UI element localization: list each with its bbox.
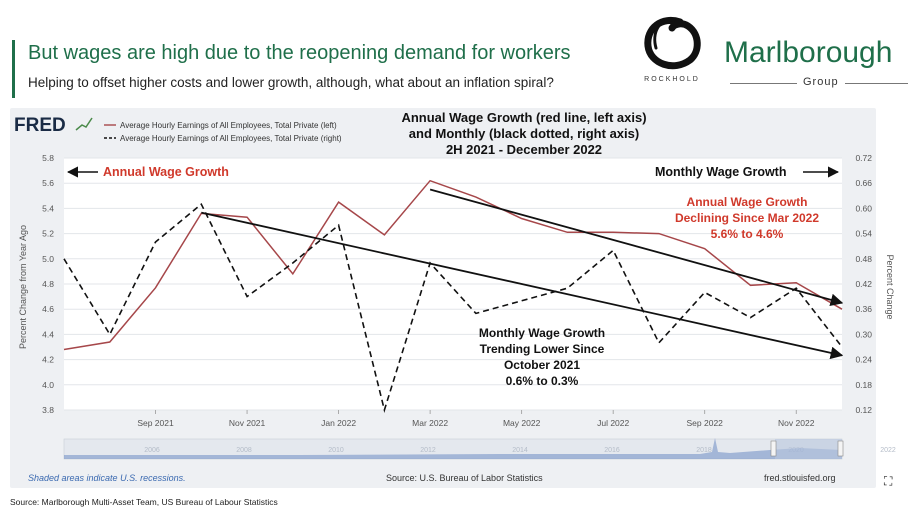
y-tick-right: 0.24 [855, 355, 872, 365]
x-tick-label: Mar 2022 [412, 418, 448, 428]
monthly-trend-line4: 0.6% to 0.3% [506, 374, 579, 388]
y-tick-right: 0.18 [855, 380, 872, 390]
y-axis-left-label: Percent Change from Year Ago [18, 225, 28, 349]
navigator-year: 2010 [328, 447, 344, 454]
recession-note: Shaded areas indicate U.S. recessions. [28, 473, 186, 483]
y-tick-right: 0.60 [855, 203, 872, 213]
y-tick-right: 0.48 [855, 254, 872, 264]
navigator-year: 2012 [420, 447, 436, 454]
x-tick-label: Jul 2022 [597, 418, 629, 428]
trend-lines [201, 188, 844, 360]
y-tick-right: 0.72 [855, 153, 872, 163]
marlborough-wordmark: Marlborough [724, 36, 893, 69]
y-tick-left: 5.6 [42, 178, 54, 188]
monthly-label: Monthly Wage Growth [655, 165, 786, 179]
navigator-year: 2008 [236, 447, 252, 454]
y-tick-left: 4.2 [42, 355, 54, 365]
y-tick-left: 4.0 [42, 380, 54, 390]
y-tick-right: 0.36 [855, 304, 872, 314]
legend-annual: Average Hourly Earnings of All Employees… [120, 121, 337, 130]
x-tick-label: Jan 2022 [321, 418, 356, 428]
series [63, 179, 843, 413]
annual-trend-arrow [429, 188, 844, 306]
annual-trend-line2: Declining Since Mar 2022 [675, 211, 819, 225]
navigator-handle-left[interactable] [770, 440, 777, 457]
page-title: But wages are high due to the reopening … [28, 42, 571, 64]
y-tick-left: 5.8 [42, 153, 54, 163]
navigator-year: 2018 [696, 447, 712, 454]
monthly-trend-line1: Monthly Wage Growth [479, 326, 605, 340]
group-wordmark: Group [797, 76, 845, 88]
fullscreen-icon[interactable]: ⛶ [884, 474, 893, 488]
rockhold-logo: ROCKHOLD [634, 14, 710, 92]
monthly-series-line [63, 202, 843, 413]
y-tick-right: 0.66 [855, 178, 872, 188]
page-subtitle: Helping to offset higher costs and lower… [28, 75, 554, 90]
monthly-trend-line3: October 2021 [504, 358, 580, 372]
monthly-trend-line2: Trending Lower Since [480, 342, 605, 356]
fred-logo: FRED [14, 115, 66, 136]
y-tick-left: 5.0 [42, 254, 54, 264]
chart-title-line3: 2H 2021 - December 2022 [446, 142, 602, 157]
y-tick-left: 4.6 [42, 304, 54, 314]
navigator-sparkline [64, 438, 842, 459]
chart-title-line2: and Monthly (black dotted, right axis) [409, 126, 639, 141]
annual-trend-line3: 5.6% to 4.6% [711, 227, 784, 241]
y-axis-right-label: Percent Change [885, 254, 895, 319]
y-tick-left: 5.4 [42, 203, 54, 213]
navigator-selection[interactable] [775, 439, 842, 459]
y-tick-right: 0.30 [855, 329, 872, 339]
fred-graph-icon [75, 117, 93, 131]
chart-title-line1: Annual Wage Growth (red line, left axis) [401, 110, 646, 125]
date-range-navigator[interactable]: 200620082010201220142016201820202022 [63, 438, 896, 460]
navigator-year: 2016 [604, 447, 620, 454]
x-tick-label: Nov 2021 [229, 418, 266, 428]
fred-url[interactable]: fred.stlouisfed.org [764, 473, 836, 483]
navigator-year: 2022 [880, 447, 896, 454]
x-tick-label: Sep 2022 [687, 418, 724, 428]
grid [64, 157, 842, 411]
y-tick-right: 0.54 [855, 229, 872, 239]
x-tick-label: Nov 2022 [778, 418, 815, 428]
y-tick-left: 4.8 [42, 279, 54, 289]
source-note: Source: Marlborough Multi-Asset Team, US… [10, 497, 278, 507]
annual-label: Annual Wage Growth [103, 165, 229, 179]
accent-bar [12, 40, 15, 98]
y-tick-right: 0.12 [855, 405, 872, 415]
y-tick-left: 3.8 [42, 405, 54, 415]
y-tick-left: 4.4 [42, 329, 54, 339]
rockhold-wordmark: ROCKHOLD [644, 76, 700, 83]
x-tick-label: May 2022 [503, 418, 541, 428]
ensō-mark-icon [644, 17, 701, 70]
annual-series-line [63, 179, 843, 351]
legend-monthly: Average Hourly Earnings of All Employees… [120, 134, 342, 143]
axes: 5.8 5.6 5.4 5.2 5.0 4.8 4.6 4.4 4.2 4.0 3.8 0.72 0.6… [42, 153, 872, 428]
fred-source: Source: U.S. Bureau of Labor Statistics [386, 473, 543, 483]
monthly-trend-arrow [201, 211, 844, 360]
annual-trend-line1: Annual Wage Growth [687, 195, 808, 209]
y-tick-right: 0.42 [855, 279, 872, 289]
y-tick-left: 5.2 [42, 229, 54, 239]
x-tick-label: Sep 2021 [137, 418, 174, 428]
navigator-year: 2006 [144, 447, 160, 454]
navigator-year: 2014 [512, 447, 528, 454]
navigator-handle-right[interactable] [837, 440, 844, 457]
